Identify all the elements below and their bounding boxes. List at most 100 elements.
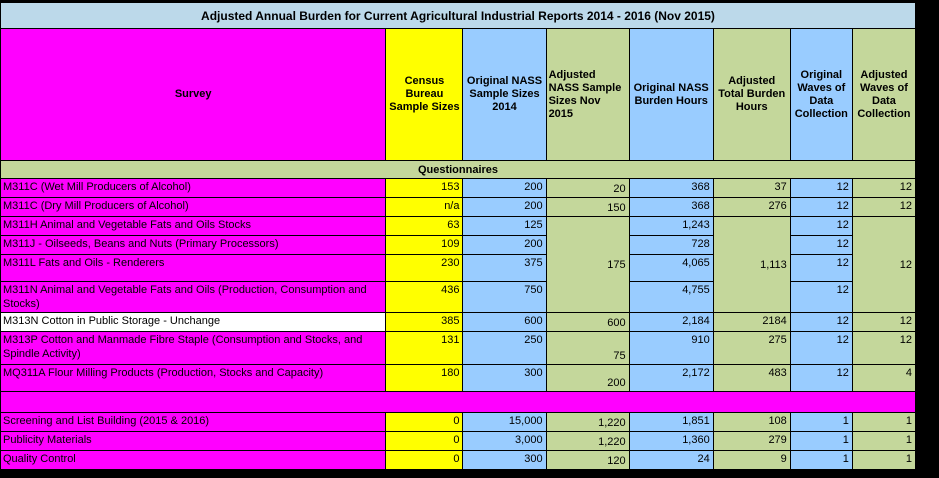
- original-nass-sample-size-cell: 300: [462, 364, 547, 392]
- col-header-original-nass-sample-sizes: Original NASS Sample Sizes 2014: [462, 28, 547, 161]
- table-body: M311C (Wet Mill Producers of Alcohol) 153…: [0, 178, 917, 470]
- original-nass-sample-size-cell: 750: [462, 281, 547, 313]
- col-header-original-nass-burden-hours: Original NASS Burden Hours: [628, 28, 714, 161]
- census-sample-size-cell: 63: [385, 216, 464, 236]
- original-waves-cell: 12: [789, 281, 853, 313]
- table-row: M313P Cotton and Manmade Fibre Staple (C…: [0, 331, 917, 365]
- survey-cell: M311C (Wet Mill Producers of Alcohol): [0, 178, 387, 198]
- census-sample-size-cell: 180: [385, 364, 464, 392]
- original-waves-cell: 12: [789, 216, 853, 236]
- original-nass-burden-hours-cell: 1,851: [628, 412, 714, 432]
- table-row: M311C (Wet Mill Producers of Alcohol) 153…: [0, 178, 917, 198]
- col-header-census-sample-sizes: Census Bureau Sample Sizes: [385, 28, 464, 161]
- original-nass-sample-size-cell: 200: [462, 197, 547, 217]
- table-row: [0, 391, 916, 413]
- original-nass-sample-size-cell: 200: [462, 235, 547, 255]
- adjusted-total-burden-hours-cell: 1,113: [712, 216, 791, 313]
- survey-cell: M311N Animal and Vegetable Fats and Oils…: [0, 281, 387, 313]
- original-nass-burden-hours-cell: 368: [628, 178, 714, 198]
- census-sample-size-cell: 385: [385, 312, 464, 332]
- adjusted-total-burden-hours-cell: 275: [712, 331, 791, 365]
- original-nass-sample-size-cell: 3,000: [462, 431, 547, 451]
- original-waves-cell: 12: [789, 364, 853, 392]
- table-row: Quality Control 0 300 120 24 9 1 1: [0, 450, 917, 470]
- adjusted-nass-sample-size-cell: 75: [545, 331, 630, 365]
- original-waves-cell: 1: [789, 450, 853, 470]
- original-nass-burden-hours-cell: 2,172: [628, 364, 714, 392]
- census-sample-size-cell: n/a: [385, 197, 464, 217]
- original-nass-burden-hours-cell: 728: [628, 235, 714, 255]
- table-row: Screening and List Building (2015 & 2016…: [0, 412, 917, 432]
- adjusted-waves-cell: 1: [851, 450, 917, 470]
- col-header-original-waves: Original Waves of Data Collection: [789, 28, 853, 161]
- adjusted-nass-sample-size-cell: 20: [545, 178, 630, 198]
- original-waves-cell: 12: [789, 178, 853, 198]
- survey-cell: M313N Cotton in Public Storage - Unchang…: [0, 312, 387, 332]
- survey-cell: M311H Animal and Vegetable Fats and Oils…: [0, 216, 387, 236]
- header-row: Survey Census Bureau Sample Sizes Origin…: [0, 28, 917, 161]
- survey-cell: M311C (Dry Mill Producers of Alcohol): [0, 197, 387, 217]
- original-nass-sample-size-cell: 250: [462, 331, 547, 365]
- col-header-adjusted-waves: Adjusted Waves of Data Collection: [851, 28, 917, 161]
- original-nass-burden-hours-cell: 1,243: [628, 216, 714, 236]
- original-nass-burden-hours-cell: 1,360: [628, 431, 714, 451]
- original-nass-burden-hours-cell: 24: [628, 450, 714, 470]
- original-nass-burden-hours-cell: 4,065: [628, 254, 714, 282]
- survey-cell: Quality Control: [0, 450, 387, 470]
- adjusted-nass-sample-size-cell: 600: [545, 312, 630, 332]
- col-header-survey: Survey: [0, 28, 387, 161]
- survey-cell: M311L Fats and Oils - Renderers: [0, 254, 387, 282]
- original-nass-sample-size-cell: 15,000: [462, 412, 547, 432]
- census-sample-size-cell: 230: [385, 254, 464, 282]
- col-header-adjusted-nass-sample-sizes: Adjusted NASS Sample Sizes Nov 2015: [545, 28, 630, 161]
- adjusted-total-burden-hours-cell: 37: [712, 178, 791, 198]
- census-sample-size-cell: 131: [385, 331, 464, 365]
- adjusted-total-burden-hours-cell: 483: [712, 364, 791, 392]
- table-row: M311L Fats and Oils - Renderers 230 375 4,0…: [0, 254, 916, 282]
- adjusted-waves-cell: 12: [851, 312, 917, 332]
- original-waves-cell: 12: [789, 331, 853, 365]
- table-title: Adjusted Annual Burden for Current Agric…: [0, 2, 916, 29]
- original-waves-cell: 1: [789, 412, 853, 432]
- survey-cell: Publicity Materials: [0, 431, 387, 451]
- section-row: Questionnaires: [0, 160, 916, 179]
- original-nass-burden-hours-cell: 4,755: [628, 281, 714, 313]
- census-sample-size-cell: 436: [385, 281, 464, 313]
- census-sample-size-cell: 0: [385, 412, 464, 432]
- table-row: M311H Animal and Vegetable Fats and Oils…: [0, 216, 917, 313]
- adjusted-waves-cell: 1: [851, 431, 917, 451]
- original-nass-sample-size-cell: 600: [462, 312, 547, 332]
- separator-row: [0, 391, 916, 413]
- adjusted-nass-sample-size-cell: 200: [545, 364, 630, 392]
- survey-cell: Screening and List Building (2015 & 2016…: [0, 412, 387, 432]
- original-nass-burden-hours-cell: 910: [628, 331, 714, 365]
- original-waves-cell: 12: [789, 312, 853, 332]
- original-waves-cell: 12: [789, 197, 853, 217]
- adjusted-waves-cell: 4: [851, 364, 917, 392]
- adjusted-nass-sample-size-cell: 175: [545, 216, 630, 313]
- original-nass-sample-size-cell: 200: [462, 178, 547, 198]
- table-row: M311N Animal and Vegetable Fats and Oils…: [0, 281, 916, 313]
- survey-cell: M313P Cotton and Manmade Fibre Staple (C…: [0, 331, 387, 365]
- original-waves-cell: 1: [789, 431, 853, 451]
- census-sample-size-cell: 0: [385, 431, 464, 451]
- adjusted-waves-cell: 12: [851, 216, 917, 313]
- original-waves-cell: 12: [789, 235, 853, 255]
- adjusted-waves-cell: 12: [851, 178, 917, 198]
- adjusted-nass-sample-size-cell: 120: [545, 450, 630, 470]
- census-sample-size-cell: 0: [385, 450, 464, 470]
- table-row: M311C (Dry Mill Producers of Alcohol) n/a…: [0, 197, 917, 217]
- adjusted-nass-sample-size-cell: 150: [545, 197, 630, 217]
- adjusted-nass-sample-size-cell: 1,220: [545, 431, 630, 451]
- census-sample-size-cell: 109: [385, 235, 464, 255]
- burden-table: Adjusted Annual Burden for Current Agric…: [0, 2, 917, 470]
- adjusted-waves-cell: 12: [851, 331, 917, 365]
- adjusted-total-burden-hours-cell: 108: [712, 412, 791, 432]
- survey-cell: MQ311A Flour Milling Products (Productio…: [0, 364, 387, 392]
- census-sample-size-cell: 153: [385, 178, 464, 198]
- original-nass-sample-size-cell: 375: [462, 254, 547, 282]
- section-header-questionnaires: Questionnaires: [0, 160, 916, 179]
- adjusted-nass-sample-size-cell: 1,220: [545, 412, 630, 432]
- survey-cell: M311J - Oilseeds, Beans and Nuts (Primar…: [0, 235, 387, 255]
- adjusted-total-burden-hours-cell: 279: [712, 431, 791, 451]
